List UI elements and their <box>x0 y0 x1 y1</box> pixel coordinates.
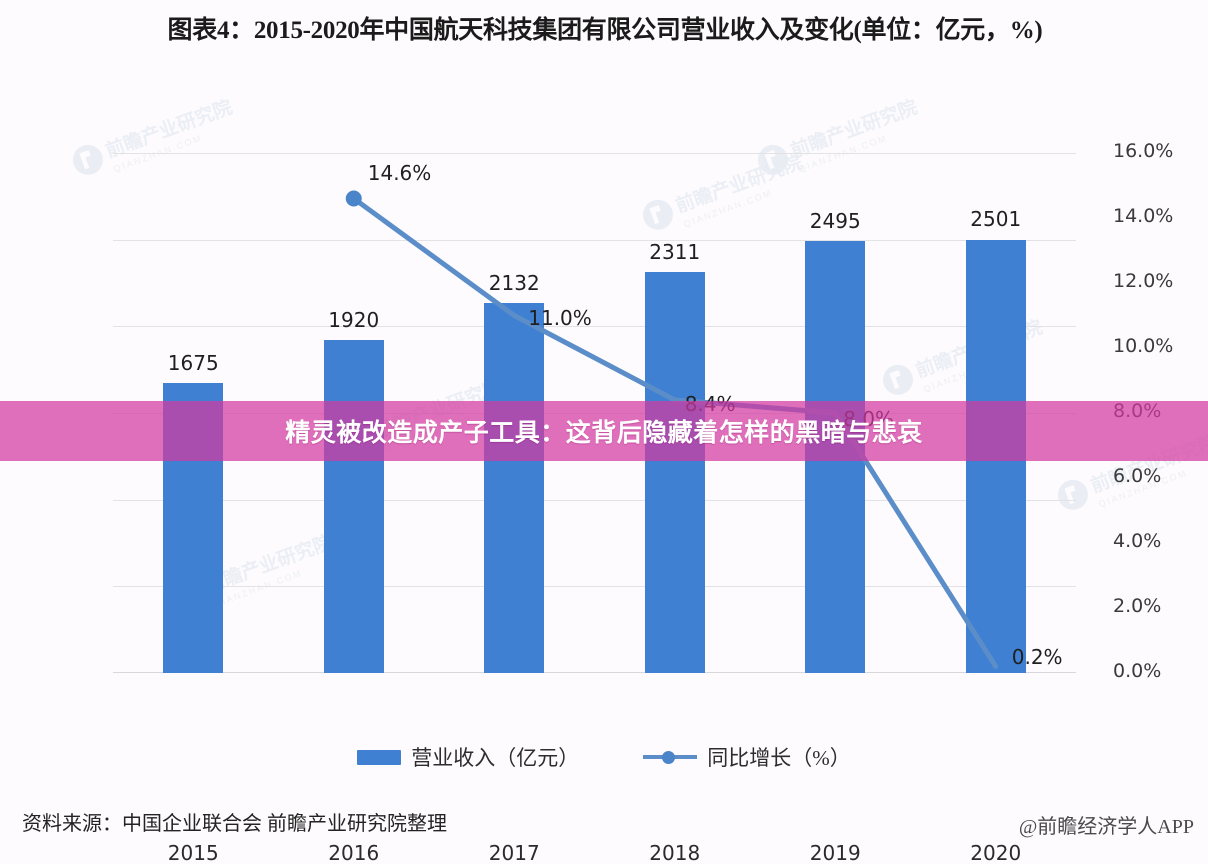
bar-value-label: 1920 <box>328 308 380 333</box>
bar[interactable] <box>484 303 545 673</box>
gridline <box>113 239 1076 241</box>
line-path <box>351 196 999 669</box>
legend-item-growth[interactable]: 同比增长（%） <box>643 742 851 772</box>
bar[interactable] <box>644 272 705 673</box>
x-tick: 2020 <box>970 841 1022 865</box>
y-tick-right: 12.0% <box>1113 270 1174 292</box>
watermark-logo-icon <box>68 140 108 180</box>
page-title: 图表4：2015-2020年中国航天科技集团有限公司营业收入及变化(单位：亿元，… <box>167 17 1043 44</box>
y-tick-right: 4.0% <box>1113 530 1162 552</box>
y-tick-right: 16.0% <box>1113 140 1174 162</box>
overlay-banner-text: 精灵被改造成产子工具：这背后隐藏着怎样的黑暗与悲哀 <box>285 418 923 447</box>
legend-line-label: 同比增长（%） <box>707 746 851 770</box>
x-tick: 2015 <box>167 841 219 865</box>
line-value-label: 11.0% <box>528 305 592 330</box>
bar-value-label: 2311 <box>649 240 701 265</box>
x-tick: 2018 <box>649 841 701 865</box>
line-marker[interactable] <box>345 190 362 207</box>
legend-bar-swatch-icon <box>357 749 402 765</box>
overlay-banner: 精灵被改造成产子工具：这背后隐藏着怎样的黑暗与悲哀 <box>0 401 1208 461</box>
chart-legend: 营业收入（亿元） 同比增长（%） <box>0 742 1208 772</box>
app-watermark: @前瞻经济学人APP <box>1018 816 1194 838</box>
gridline <box>113 499 1076 501</box>
x-tick: 2017 <box>488 841 540 865</box>
legend-bar-label: 营业收入（亿元） <box>411 746 580 770</box>
y-tick-right: 14.0% <box>1113 205 1174 227</box>
gridline <box>113 586 1076 588</box>
line-series <box>345 190 999 669</box>
y-tick-right: 10.0% <box>1113 335 1174 357</box>
x-tick: 2019 <box>809 841 861 865</box>
source-note: 资料来源：中国企业联合会 前瞻产业研究院整理 <box>22 813 447 835</box>
gridline <box>113 326 1076 328</box>
legend-line-swatch-icon <box>643 749 698 765</box>
legend-item-revenue[interactable]: 营业收入（亿元） <box>357 742 579 772</box>
y-tick-right: 6.0% <box>1113 465 1162 487</box>
bar-value-label: 2495 <box>809 208 861 233</box>
y-tick-right: 2.0% <box>1113 595 1162 617</box>
y-tick-right: 0.0% <box>1113 660 1162 682</box>
bar-value-label: 1675 <box>167 350 219 375</box>
x-tick: 2016 <box>328 841 380 865</box>
gridline <box>113 153 1076 154</box>
bar-value-label: 2501 <box>970 207 1022 232</box>
bar-value-label: 2132 <box>488 271 540 296</box>
axis-baseline <box>113 672 1076 673</box>
bar[interactable] <box>323 340 384 673</box>
line-value-label: 14.6% <box>367 160 432 185</box>
line-value-label: 0.2% <box>1011 644 1063 669</box>
